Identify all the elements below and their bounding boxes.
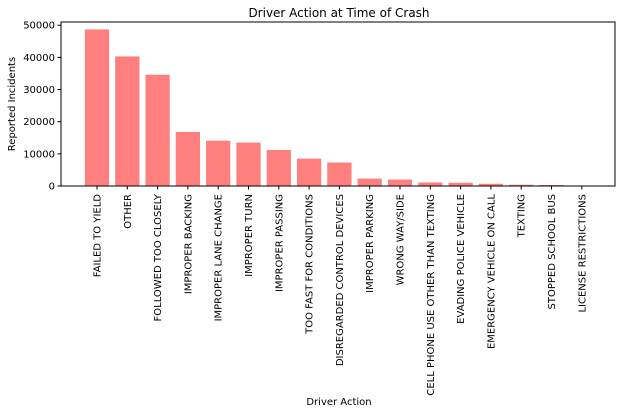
x-tick-label: IMPROPER TURN xyxy=(244,194,255,277)
bar xyxy=(418,182,443,186)
bar xyxy=(115,56,140,186)
x-tick-label: TOO FAST FOR CONDITIONS xyxy=(305,194,316,335)
bar xyxy=(509,184,534,186)
bar xyxy=(236,142,261,186)
x-tick-label: IMPROPER PARKING xyxy=(365,194,376,293)
x-tick-label: OTHER xyxy=(123,194,134,229)
bar xyxy=(448,182,473,186)
bar xyxy=(296,158,322,186)
x-tick-label: WRONG WAY/SIDE xyxy=(396,194,407,285)
y-tick-label: 50000 xyxy=(23,21,55,32)
x-axis-title: Driver Action xyxy=(306,397,371,408)
x-tick-label: EVADING POLICE VEHICLE xyxy=(456,194,467,324)
bar xyxy=(478,183,504,186)
y-tick-label: 20000 xyxy=(23,117,55,128)
y-tick-label: 10000 xyxy=(23,149,55,160)
y-tick-label: 0 xyxy=(49,182,55,193)
bar xyxy=(206,140,231,186)
plot-frame xyxy=(60,21,616,187)
x-tick-label: IMPROPER PASSING xyxy=(274,194,285,292)
x-tick-label: EMERGENCY VEHICLE ON CALL xyxy=(486,194,497,349)
x-tick-label: FAILED TO YIELD xyxy=(93,194,104,277)
x-ticks-group: FAILED TO YIELD OTHER FOLLOWED TOO CLOSELY… xyxy=(93,186,588,396)
bar xyxy=(175,131,201,186)
bar xyxy=(266,149,291,186)
bar xyxy=(84,29,110,187)
y-tick-label: 30000 xyxy=(23,85,55,96)
bar xyxy=(357,178,382,186)
x-tick-label: LICENSE RESTRICTIONS xyxy=(577,194,588,313)
x-tick-label: DISREGARDED CONTROL DEVICES xyxy=(335,194,346,366)
bar xyxy=(327,162,352,186)
bars-group xyxy=(84,29,594,187)
y-axis-title: Reported Incidents xyxy=(7,57,18,151)
chart-title: Driver Action at Time of Crash xyxy=(248,6,429,20)
y-ticks-group: 0 10000 20000 30000 40000 50000 xyxy=(23,21,61,193)
x-tick-label: IMPROPER LANE CHANGE xyxy=(214,194,225,321)
x-tick-label: TEXTING xyxy=(517,194,528,238)
x-tick-label: FOLLOWED TOO CLOSELY xyxy=(153,193,164,321)
x-tick-label: CELL PHONE USE OTHER THAN TEXTING xyxy=(426,194,437,396)
y-tick-label: 40000 xyxy=(23,53,55,64)
x-tick-label: STOPPED SCHOOL BUS xyxy=(547,194,558,309)
bar xyxy=(387,179,413,186)
x-tick-label: IMPROPER BACKING xyxy=(183,194,194,294)
bar xyxy=(145,74,170,186)
plot-area: FAILED TO YIELD OTHER FOLLOWED TOO CLOSELY… xyxy=(23,21,616,396)
